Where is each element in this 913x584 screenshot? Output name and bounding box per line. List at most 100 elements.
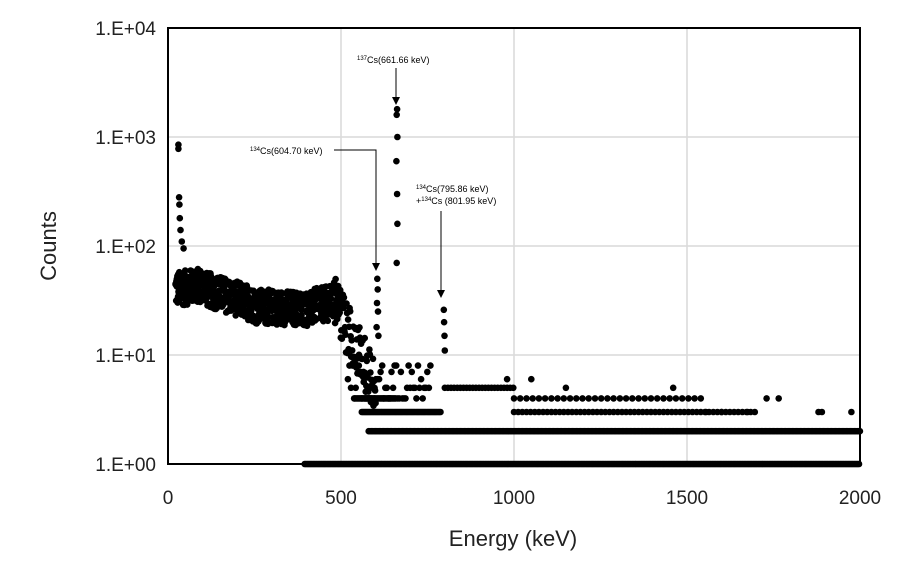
data-point (437, 408, 444, 416)
x-tick-label: 1000 (493, 488, 535, 509)
annotation-isotope-2: 134 (421, 197, 432, 203)
annotation-isotope: 137 (357, 56, 368, 62)
data-point (386, 395, 394, 402)
x-tick-label: 0 (163, 488, 174, 509)
data-point (548, 395, 555, 402)
y-tick-label: 1.E+04 (95, 19, 156, 40)
data-point (585, 395, 592, 402)
data-point (176, 214, 184, 222)
data-point (394, 133, 401, 141)
data-point (175, 194, 183, 201)
data-point (393, 105, 401, 113)
data-point (510, 384, 517, 392)
x-tick-label: 500 (325, 488, 357, 509)
data-point (220, 301, 227, 308)
data-point (510, 395, 518, 402)
data-point (392, 362, 400, 369)
y-axis-title: Counts (36, 211, 61, 281)
data-point (369, 355, 377, 363)
data-point (718, 408, 725, 416)
data-point (635, 395, 642, 402)
data-point (702, 408, 710, 416)
data-points (172, 105, 864, 468)
data-point (374, 275, 381, 283)
data-point (388, 368, 395, 376)
annotation-label: Cs(661.66 keV) (367, 55, 430, 65)
data-point (342, 331, 349, 339)
data-point (177, 226, 184, 234)
data-point (685, 395, 692, 402)
data-point (610, 395, 617, 402)
data-point (669, 384, 677, 392)
data-point (340, 294, 348, 301)
data-point (374, 286, 382, 293)
data-point (367, 369, 374, 376)
x-tick-label: 2000 (839, 488, 881, 509)
data-point (393, 157, 400, 165)
data-point (641, 395, 649, 402)
data-point (375, 375, 383, 383)
data-point (350, 395, 358, 402)
annotation-cs134-795: 134Cs(795.86 keV) +134Cs (801.95 keV) (416, 184, 496, 298)
data-point (405, 362, 412, 369)
data-point (573, 395, 580, 402)
data-point (383, 384, 391, 392)
svg-text:137Cs(661.66 keV): 137Cs(661.66 keV) (357, 55, 430, 65)
svg-text:134Cs(604.70 keV): 134Cs(604.70 keV) (250, 146, 323, 156)
data-point (176, 268, 183, 276)
data-point (393, 259, 401, 267)
data-point (369, 384, 377, 392)
data-point (417, 375, 425, 383)
data-point (176, 201, 183, 208)
data-point (363, 357, 371, 365)
x-tick-label: 1500 (666, 488, 708, 509)
arrowhead-icon (392, 97, 400, 105)
data-point (393, 190, 401, 198)
data-point (554, 395, 561, 402)
data-point (375, 332, 382, 340)
data-point (535, 395, 543, 402)
data-point (441, 332, 448, 340)
data-point (653, 395, 661, 402)
data-point (397, 368, 405, 376)
data-point (763, 395, 770, 402)
data-point (678, 395, 686, 402)
y-tick-label: 1.E+01 (95, 346, 156, 367)
data-point (697, 395, 705, 402)
data-point (175, 145, 182, 153)
data-point (604, 395, 611, 402)
data-point (523, 395, 530, 402)
data-point (348, 347, 356, 354)
data-point (691, 395, 698, 402)
data-point (441, 347, 449, 354)
data-point (419, 395, 427, 402)
x-tick-labels: 0 500 1000 1500 2000 (163, 488, 881, 509)
annotation-label-2: Cs (801.95 keV) (431, 196, 496, 206)
data-point (356, 324, 363, 331)
data-point (408, 368, 416, 376)
data-point (180, 245, 187, 252)
y-tick-label: 1.E+02 (95, 237, 156, 258)
data-point (380, 395, 388, 402)
data-point (541, 395, 549, 402)
data-point (332, 275, 339, 283)
data-point (402, 395, 409, 402)
data-point (516, 395, 524, 402)
annotation-label: Cs(795.86 keV) (426, 184, 489, 194)
data-point (560, 395, 568, 402)
data-point (416, 384, 423, 392)
arrowhead-icon (372, 263, 380, 271)
data-point (529, 395, 536, 402)
data-point (660, 395, 667, 402)
annotation-isotope: 134 (416, 185, 427, 191)
data-point (528, 375, 535, 383)
data-point (344, 316, 352, 323)
data-point (333, 315, 341, 323)
data-point (298, 306, 306, 314)
data-point (371, 395, 378, 402)
annotation-plus: + (416, 196, 421, 206)
data-point (347, 384, 355, 392)
annotation-label: Cs(604.70 keV) (260, 146, 323, 156)
